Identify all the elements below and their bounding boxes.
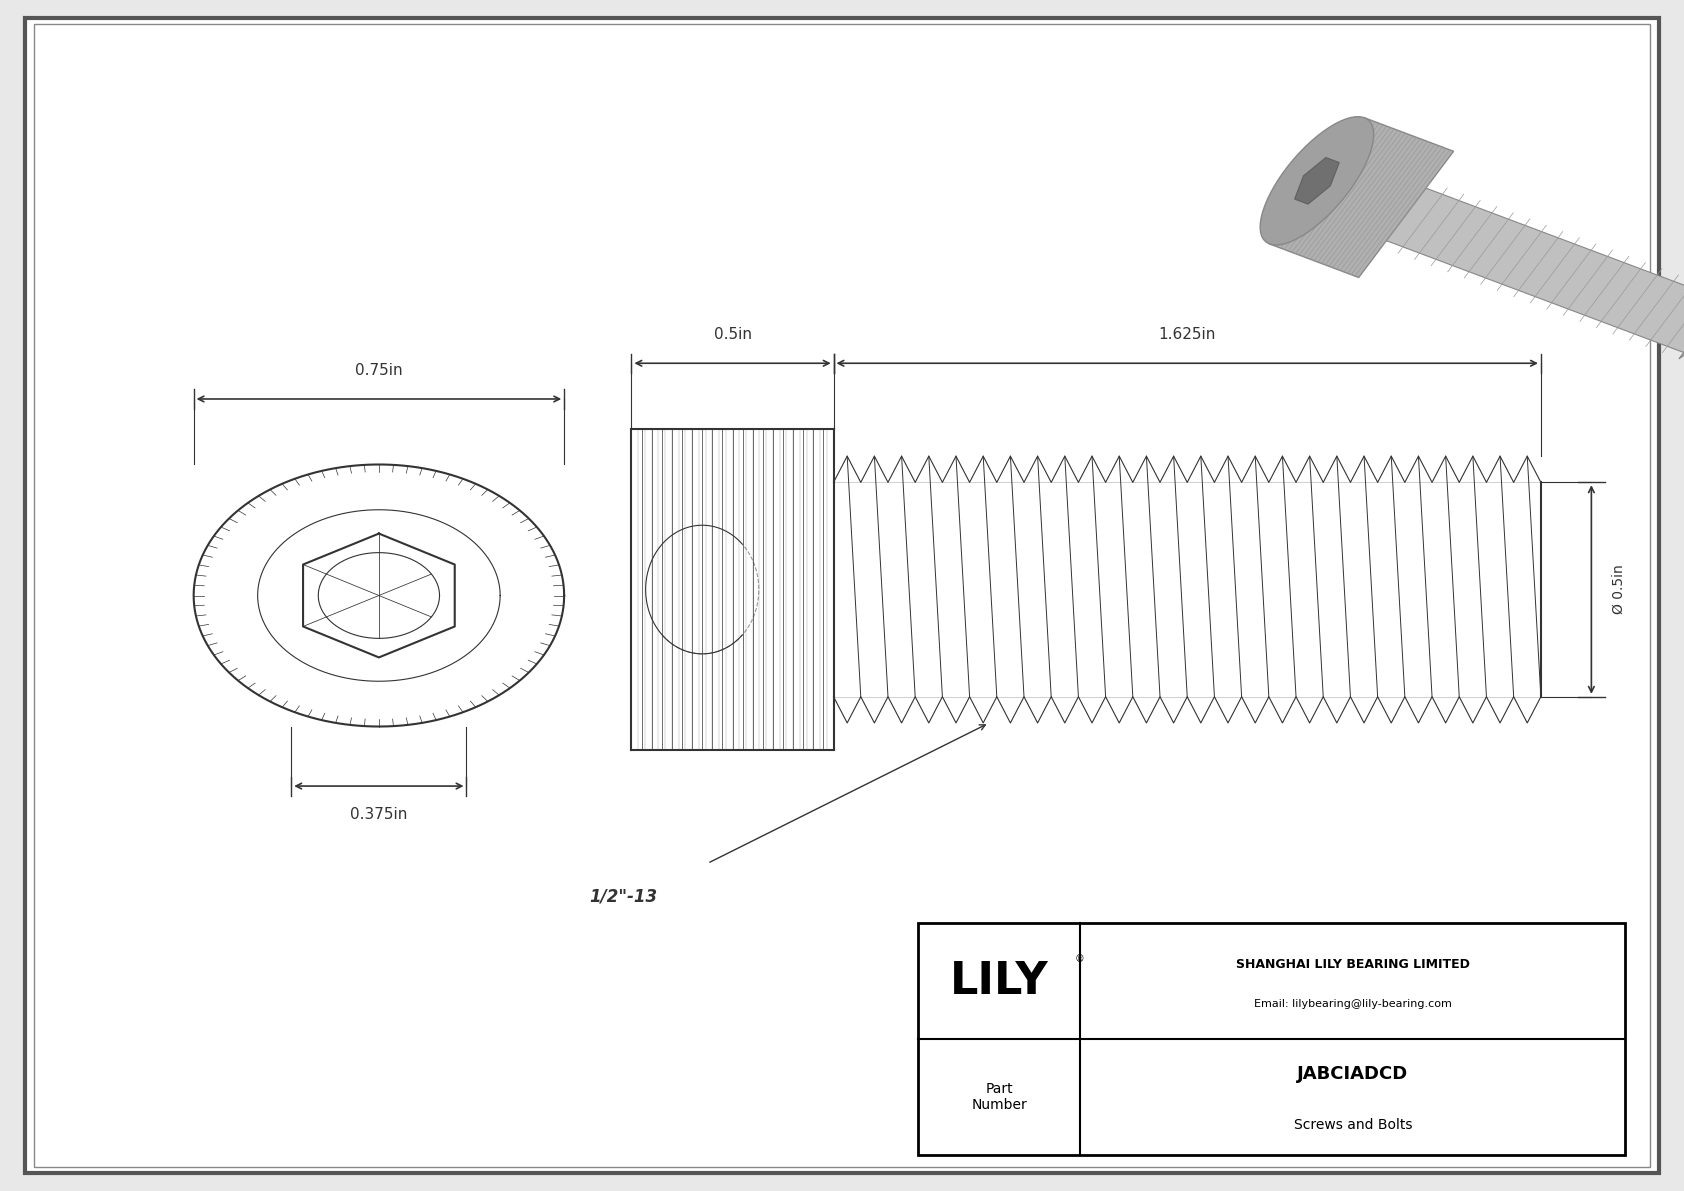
Text: Ø 0.5in: Ø 0.5in — [1612, 565, 1625, 615]
Polygon shape — [1386, 188, 1684, 353]
Text: SHANGHAI LILY BEARING LIMITED: SHANGHAI LILY BEARING LIMITED — [1236, 959, 1470, 972]
Text: 0.375in: 0.375in — [350, 807, 408, 823]
Text: 1.625in: 1.625in — [1159, 326, 1216, 342]
Text: Screws and Bolts: Screws and Bolts — [1293, 1118, 1411, 1133]
Text: 0.75in: 0.75in — [355, 362, 402, 378]
Bar — [918, 923, 1625, 1155]
Text: 1/2"-13: 1/2"-13 — [589, 887, 657, 905]
Text: Email: lilybearing@lily-bearing.com: Email: lilybearing@lily-bearing.com — [1255, 999, 1452, 1009]
Polygon shape — [1260, 117, 1374, 245]
Text: LILY: LILY — [950, 960, 1049, 1003]
Polygon shape — [1295, 157, 1339, 204]
Text: 0.5in: 0.5in — [714, 326, 751, 342]
Polygon shape — [1679, 294, 1684, 358]
Text: Part
Number: Part Number — [972, 1083, 1027, 1112]
Text: JABCIADCD: JABCIADCD — [1297, 1065, 1408, 1083]
Polygon shape — [1270, 118, 1453, 278]
Text: ®: ® — [1074, 954, 1084, 965]
